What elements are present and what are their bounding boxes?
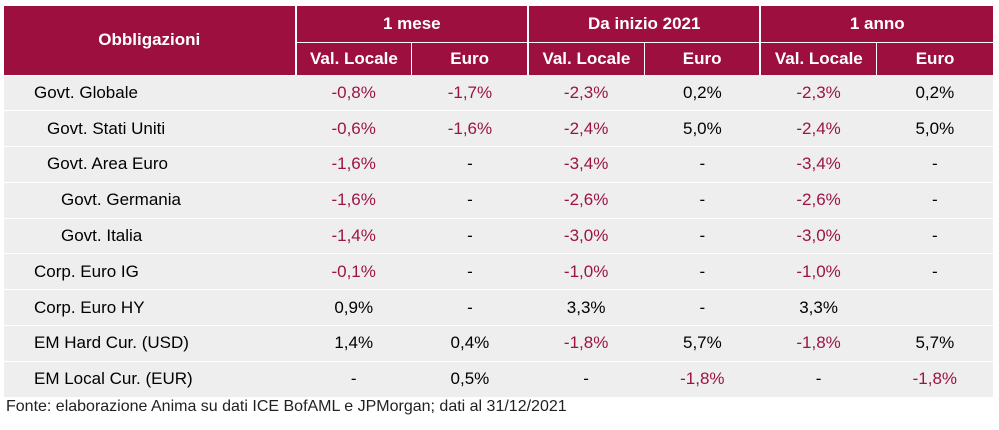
table-cell: - [876, 146, 993, 183]
row-label: Govt. Area Euro [4, 146, 296, 183]
table-cell: - [411, 146, 529, 183]
header-corner-label: Obbligazioni [4, 6, 296, 76]
table-cell: -0,6% [295, 110, 412, 148]
table-cell: - [411, 182, 529, 219]
table-cell: 0,2% [876, 75, 993, 112]
table-cell: 5,0% [644, 110, 761, 148]
table-cell: 0,5% [411, 361, 529, 398]
table-cell: - [760, 361, 877, 398]
row-label: Corp. Euro IG [4, 253, 296, 291]
table-row: Govt. Globale -0,8% -1,7% -2,3% 0,2% -2,… [4, 75, 993, 112]
header-row-groups: Obbligazioni 1 mese Da inizio 2021 1 ann… [4, 6, 993, 76]
returns-table-container: Obbligazioni 1 mese Da inizio 2021 1 ann… [4, 6, 993, 398]
table-cell: 0,4% [411, 325, 529, 362]
table-cell: -1,8% [760, 325, 877, 362]
table-cell: -2,3% [760, 75, 877, 112]
bond-returns-table: Obbligazioni 1 mese Da inizio 2021 1 ann… [4, 6, 993, 398]
table-cell: 0,2% [644, 75, 761, 112]
table-cell: -0,1% [295, 253, 412, 291]
row-label: Govt. Stati Uniti [4, 110, 296, 148]
table-cell: - [411, 289, 529, 327]
table-cell: - [644, 146, 761, 183]
table-cell: - [411, 253, 529, 291]
table-cell: 3,3% [528, 289, 645, 327]
table-row: EM Hard Cur. (USD) 1,4% 0,4% -1,8% 5,7% … [4, 325, 993, 362]
table-cell: - [876, 253, 993, 291]
subheader-local: Val. Locale [527, 42, 645, 75]
table-row: Govt. Germania -1,6% - -2,6% - -2,6% - [4, 182, 993, 219]
table-cell: -3,0% [528, 218, 645, 255]
table-cell: 5,7% [876, 325, 993, 362]
header-row-currency: Val. Locale Euro Val. Locale Euro Val. L… [4, 42, 993, 75]
table-cell: -3,4% [760, 146, 877, 183]
table-row: Govt. Stati Uniti -0,6% -1,6% -2,4% 5,0%… [4, 110, 993, 148]
table-row: Govt. Area Euro -1,6% - -3,4% - -3,4% - [4, 146, 993, 183]
subheader-euro: Euro [876, 42, 993, 75]
table-cell: -2,4% [528, 110, 645, 148]
table-cell: - [644, 253, 761, 291]
table-row: Govt. Italia -1,4% - -3,0% - -3,0% - [4, 218, 993, 255]
row-label: EM Hard Cur. (USD) [4, 325, 296, 362]
table-cell: -1,8% [876, 361, 993, 398]
table-cell: 5,0% [876, 110, 993, 148]
table-cell: -1,4% [295, 218, 412, 255]
row-label: Govt. Italia [4, 218, 296, 255]
row-label: Govt. Globale [4, 75, 296, 112]
table-cell: 3,3% [760, 289, 877, 327]
table-row: Corp. Euro IG -0,1% - -1,0% - -1,0% - [4, 253, 993, 291]
subheader-euro: Euro [643, 42, 761, 75]
table-cell: 5,7% [644, 325, 761, 362]
table-cell: -3,0% [760, 218, 877, 255]
table-cell: -1,7% [411, 75, 529, 112]
row-label: EM Local Cur. (EUR) [4, 361, 296, 398]
table-cell: -1,6% [411, 110, 529, 148]
header-group-1-year: 1 anno [759, 6, 993, 43]
table-cell: -2,6% [760, 182, 877, 219]
header-group-ytd: Da inizio 2021 [527, 6, 761, 43]
table-cell: 0,9% [295, 289, 412, 327]
table-cell: -2,6% [528, 182, 645, 219]
source-footnote: Fonte: elaborazione Anima su dati ICE Bo… [6, 398, 567, 415]
row-label: Govt. Germania [4, 182, 296, 219]
table-cell: -1,6% [295, 146, 412, 183]
table-cell [876, 289, 993, 327]
table-cell: -1,0% [760, 253, 877, 291]
subheader-euro: Euro [411, 42, 529, 75]
table-cell: - [876, 218, 993, 255]
table-cell: -3,4% [528, 146, 645, 183]
row-label: Corp. Euro HY [4, 289, 296, 327]
table-cell: -0,8% [295, 75, 412, 112]
table-cell: - [876, 182, 993, 219]
header-group-1-month: 1 mese [294, 6, 529, 43]
table-cell: - [644, 182, 761, 219]
table-cell: -2,4% [760, 110, 877, 148]
table-row: Corp. Euro HY 0,9% - 3,3% - 3,3% [4, 289, 993, 327]
table-cell: - [644, 218, 761, 255]
table-cell: - [411, 218, 529, 255]
subheader-local: Val. Locale [759, 42, 877, 75]
table-cell: -1,0% [528, 253, 645, 291]
table-cell: -1,6% [295, 182, 412, 219]
table-cell: -1,8% [644, 361, 761, 398]
table-cell: - [528, 361, 645, 398]
table-cell: - [644, 289, 761, 327]
table-cell: -1,8% [528, 325, 645, 362]
subheader-local: Val. Locale [294, 42, 412, 75]
table-cell: 1,4% [295, 325, 412, 362]
table-row: EM Local Cur. (EUR) - 0,5% - -1,8% - -1,… [4, 361, 993, 398]
table-cell: - [295, 361, 412, 398]
table-cell: -2,3% [528, 75, 645, 112]
